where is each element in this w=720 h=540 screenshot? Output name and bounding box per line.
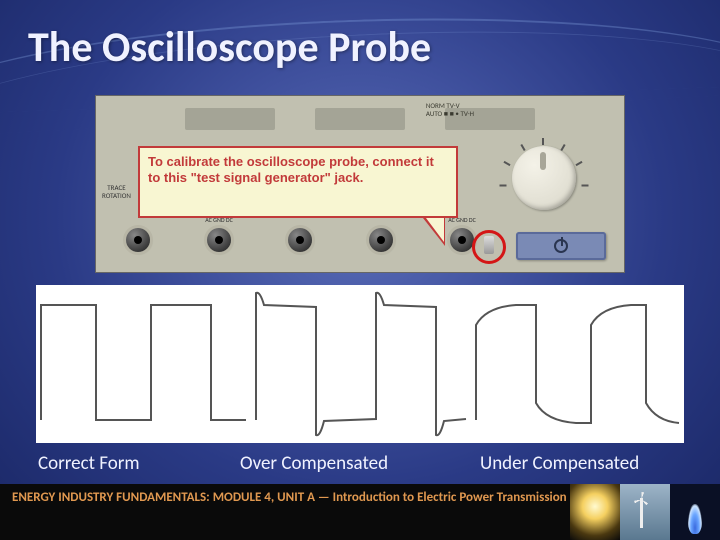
callout-pointer [426, 218, 444, 242]
waveform-svg [36, 285, 684, 443]
label-correct-form: Correct Form [38, 452, 140, 475]
label-under-compensated: Under Compensated [480, 452, 639, 475]
footer: ENERGY INDUSTRY FUNDAMENTALS: MODULE 4, … [0, 484, 720, 540]
callout-box: To calibrate the oscilloscope probe, con… [138, 146, 458, 218]
bnc-connector-row: AC GND DC AC GND DC [126, 220, 474, 260]
knob-area [484, 126, 604, 226]
wave-under [476, 305, 679, 423]
page-title: The Oscilloscope Probe [28, 22, 431, 73]
trace-rotation-label: TRACE ROTATION [102, 184, 131, 199]
bnc-jack [369, 228, 393, 252]
mode-label: NORM TV-V AUTO ■ ■ • TV-H [426, 102, 474, 117]
rotary-knob [512, 146, 576, 210]
thumb-gas-flame [670, 484, 720, 540]
power-icon [554, 239, 568, 253]
thumb-lightbulb [570, 484, 620, 540]
power-button [516, 232, 606, 260]
footer-thumbnails [570, 484, 720, 540]
bnc-jack [288, 228, 312, 252]
waveform-diagram [36, 285, 684, 443]
label-over-compensated: Over Compensated [240, 452, 388, 475]
bnc-jack [126, 228, 150, 252]
oscilloscope-panel-photo: NORM TV-V AUTO ■ ■ • TV-H TRACE ROTATION… [95, 95, 625, 273]
bnc-jack: AC GND DC [207, 228, 231, 252]
footer-text: ENERGY INDUSTRY FUNDAMENTALS: MODULE 4, … [12, 490, 572, 506]
thumb-wind-turbine [620, 484, 670, 540]
wave-over [256, 293, 466, 435]
highlight-circle [472, 230, 506, 264]
bnc-jack: AC GND DC [450, 228, 474, 252]
wave-correct [41, 305, 246, 420]
